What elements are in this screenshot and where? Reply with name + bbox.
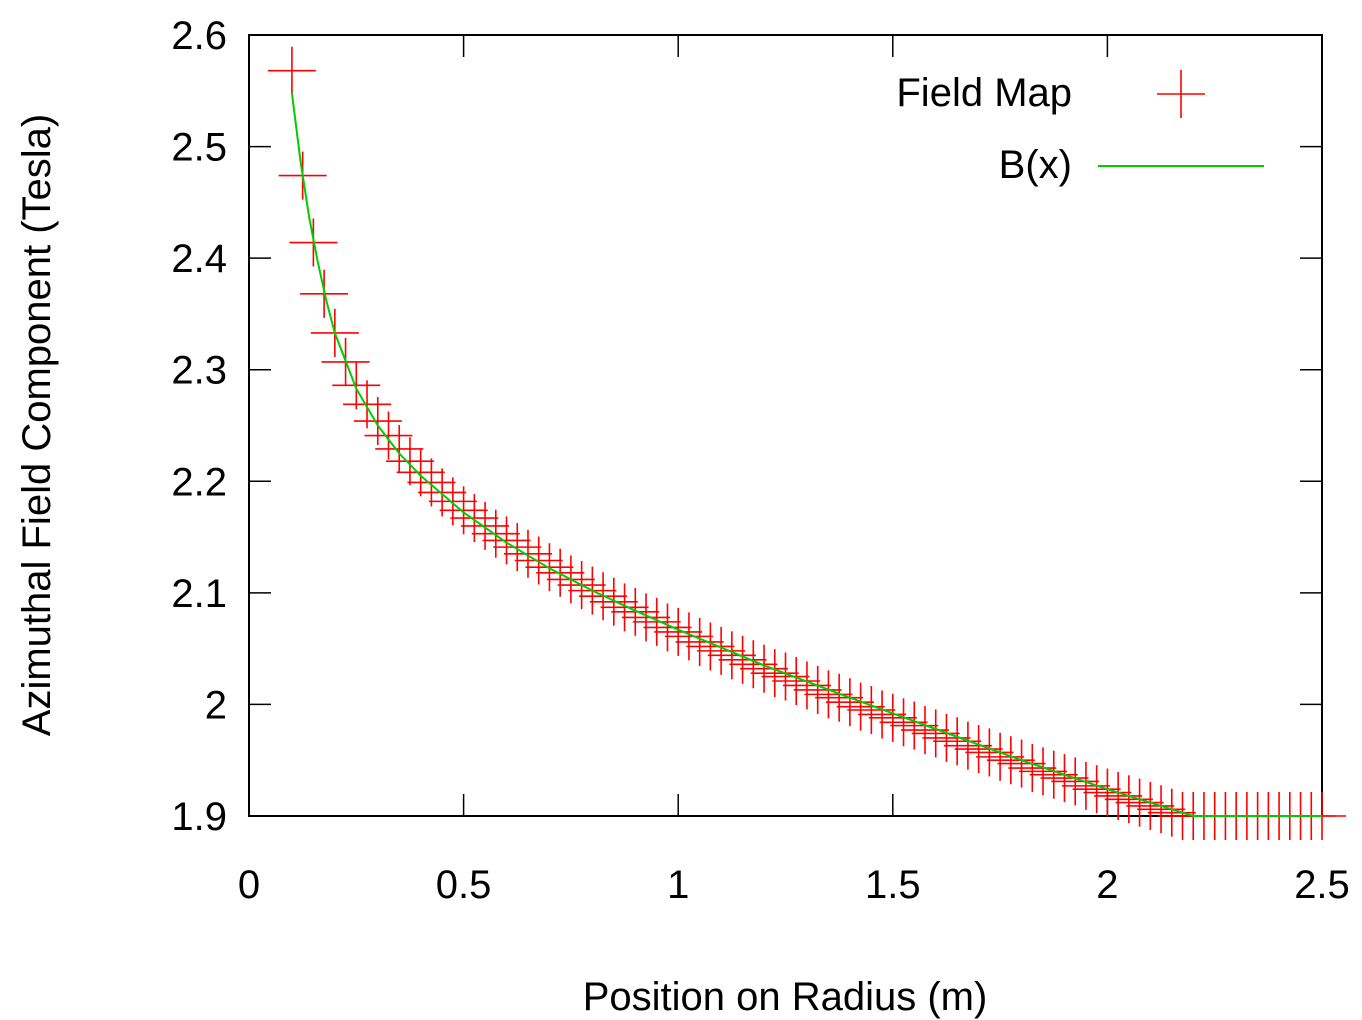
y-tick-label: 2.2 (171, 460, 227, 504)
field-map-point (729, 640, 778, 689)
field-map-point (675, 617, 724, 666)
field-map-point (782, 661, 831, 710)
field-map-point (1061, 761, 1110, 810)
field-map-point (611, 587, 660, 636)
field-map-point (1126, 781, 1175, 830)
x-tick-label: 1.5 (865, 863, 921, 907)
field-map-point (986, 736, 1035, 785)
field-map-point (1104, 775, 1153, 824)
field-map-point (1147, 788, 1196, 837)
field-map-point (1029, 750, 1078, 799)
x-tick-label: 0 (238, 863, 260, 907)
plot-frame (248, 34, 1323, 817)
field-map-point (1115, 778, 1164, 827)
field-map-point (858, 690, 907, 739)
y-tick-label: 1.9 (171, 795, 227, 839)
field-map-point (471, 509, 520, 558)
field-map-point (589, 577, 638, 626)
field-map-point (396, 448, 445, 497)
field-map-point (1051, 757, 1100, 806)
x-tick-label: 1 (667, 863, 689, 907)
field-map-point (332, 361, 381, 410)
y-axis-title: Azimuthal Field Component (Tesla) (15, 114, 59, 736)
field-map-point (793, 665, 842, 714)
field-map-point (761, 652, 810, 701)
field-map-point (697, 626, 746, 675)
legend-label-bx: B(x) (999, 143, 1072, 187)
field-map-point (922, 713, 971, 762)
field-map-point (439, 486, 488, 535)
field-map-point (868, 693, 917, 742)
field-map-point (879, 698, 928, 747)
y-tick-label: 2.1 (171, 572, 227, 616)
field-map-point (718, 635, 767, 684)
field-map-point (815, 673, 864, 722)
field-map-point (1072, 765, 1121, 814)
field-map-point (375, 424, 424, 473)
field-map-point (911, 709, 960, 758)
field-map-point (707, 631, 756, 680)
field-map-point (686, 622, 735, 671)
field-map-point (825, 678, 874, 727)
field-map-point (965, 728, 1014, 777)
y-tick-label: 2.3 (171, 349, 227, 393)
field-map-point (804, 670, 853, 719)
y-tick-label: 2.5 (171, 126, 227, 170)
field-map-point (976, 732, 1025, 781)
field-map-point (503, 529, 552, 578)
field-map-point (836, 682, 885, 731)
x-tick-label: 2 (1096, 863, 1118, 907)
field-map-point (418, 468, 467, 517)
field-map-point (514, 536, 563, 585)
field-map-point (750, 649, 799, 698)
field-map-point (1083, 768, 1132, 817)
field-map-point (385, 437, 434, 486)
field-map-point (622, 593, 671, 642)
field-map-point (1019, 747, 1068, 796)
field-map-point (847, 686, 896, 735)
field-map-point (654, 607, 703, 656)
field-map-point (1137, 785, 1186, 834)
field-map-point (1094, 771, 1143, 820)
y-tick-label: 2 (205, 683, 227, 727)
y-tick-label: 2.6 (171, 14, 227, 58)
field-map-point (353, 397, 402, 446)
field-map-point (267, 46, 316, 95)
field-map-point (1040, 754, 1089, 803)
field-map-point (890, 701, 939, 750)
field-map-point (997, 739, 1046, 788)
legend-label-field-map: Field Map (896, 71, 1072, 115)
x-axis-title: Position on Radius (m) (583, 975, 988, 1019)
x-tick-label: 0.5 (436, 863, 492, 907)
field-map-point (461, 501, 510, 550)
field-map-point (740, 644, 789, 693)
field-map-point (643, 603, 692, 652)
field-map-point (900, 706, 949, 755)
field-map-point (364, 411, 413, 460)
field-map-point (1008, 744, 1057, 793)
x-tick-label: 2.5 (1294, 863, 1350, 907)
legend: Field Map B(x) (896, 70, 1264, 187)
field-map-point (600, 583, 649, 632)
field-map-point (407, 458, 456, 507)
field-map-point (482, 516, 531, 565)
bx-line (290, 92, 1322, 817)
field-map-point (493, 523, 542, 572)
field-map-point (954, 725, 1003, 774)
y-tick-label: 2.4 (171, 237, 227, 281)
legend-marker-field-map (1157, 70, 1205, 118)
field-map-point (933, 717, 982, 766)
field-map-point (772, 656, 821, 705)
field-map-point (943, 721, 992, 770)
field-map-point (664, 612, 713, 661)
field-map-point (632, 597, 681, 646)
